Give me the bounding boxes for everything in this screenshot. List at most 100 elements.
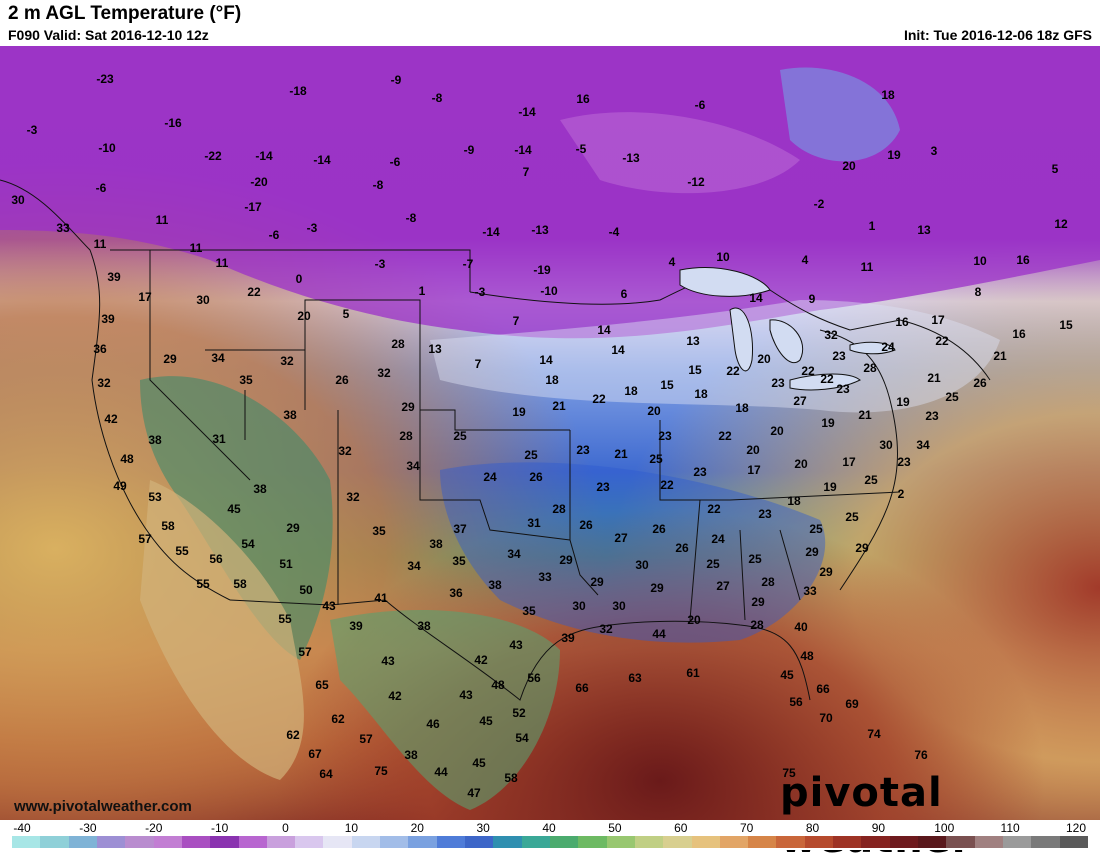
colorbar-swatch bbox=[493, 836, 522, 848]
temperature-label: 20 bbox=[687, 613, 701, 627]
colorbar-swatch bbox=[323, 836, 352, 848]
temperature-label: 30 bbox=[572, 599, 586, 613]
colorbar-tick-label: 0 bbox=[282, 821, 289, 835]
temperature-label: 26 bbox=[675, 541, 689, 555]
temperature-label: 22 bbox=[592, 392, 606, 406]
temperature-label: 22 bbox=[935, 334, 949, 348]
temperature-label: 23 bbox=[658, 429, 672, 443]
temperature-label: 11 bbox=[156, 213, 169, 227]
temperature-label: 52 bbox=[512, 706, 526, 720]
header: 2 m AGL Temperature (°F) F090 Valid: Sat… bbox=[0, 0, 1100, 46]
temperature-labels: -23-18-9-8 16 -618-3 -16-14-10-22 -14 -14 -6-9… bbox=[11, 72, 1073, 800]
temperature-label: 20 bbox=[647, 404, 661, 418]
valid-time-label: F090 Valid: Sat 2016-12-10 12z bbox=[8, 27, 209, 43]
colorbar-swatch bbox=[634, 836, 664, 848]
temperature-label: 5 bbox=[1052, 162, 1059, 176]
colorbar-swatch bbox=[606, 836, 635, 848]
website-link[interactable]: www.pivotalweather.com bbox=[14, 798, 192, 815]
temperature-label: 67 bbox=[308, 747, 322, 761]
temperature-label: 12 bbox=[1054, 217, 1068, 231]
temperature-label: 62 bbox=[331, 712, 345, 726]
temperature-label: -10 bbox=[540, 284, 558, 298]
temperature-label: 56 bbox=[527, 671, 541, 685]
temperature-label: 45 bbox=[472, 756, 486, 770]
temperature-label: 29 bbox=[650, 581, 664, 595]
temperature-label: 2 bbox=[898, 487, 905, 501]
temperature-label: 23 bbox=[925, 409, 939, 423]
temperature-label: 11 bbox=[94, 237, 107, 251]
temperature-label: 23 bbox=[576, 443, 590, 457]
temperature-label: 56 bbox=[209, 552, 223, 566]
temperature-label: 6 bbox=[621, 287, 628, 301]
temperature-label: 55 bbox=[175, 544, 189, 558]
temperature-label: 10 bbox=[973, 254, 987, 268]
temperature-label: 25 bbox=[649, 452, 663, 466]
temperature-label: 21 bbox=[552, 399, 566, 413]
temperature-label: 45 bbox=[780, 668, 794, 682]
colorbar-swatch bbox=[691, 836, 720, 848]
temperature-label: 20 bbox=[757, 352, 771, 366]
temperature-label: 17 bbox=[931, 313, 945, 327]
colorbar-swatch bbox=[436, 836, 465, 848]
temperature-label: 18 bbox=[787, 494, 801, 508]
temperature-label: 56 bbox=[789, 695, 803, 709]
temperature-label: -7 bbox=[463, 257, 474, 271]
temperature-label: 22 bbox=[718, 429, 732, 443]
temperature-label: 44 bbox=[652, 627, 666, 641]
temperature-label: 23 bbox=[832, 349, 846, 363]
temperature-label: 21 bbox=[927, 371, 941, 385]
colorbar-swatch bbox=[804, 836, 834, 848]
temperature-label: 30 bbox=[11, 193, 25, 207]
temperature-label: 35 bbox=[522, 604, 536, 618]
temperature-label: 30 bbox=[612, 599, 626, 613]
temperature-label: -6 bbox=[269, 228, 280, 242]
colorbar-tick-label: 20 bbox=[410, 821, 424, 835]
temperature-label: 13 bbox=[686, 334, 700, 348]
temperature-label: 39 bbox=[101, 312, 115, 326]
colorbar-tick-label: 90 bbox=[871, 821, 886, 835]
temperature-label: 18 bbox=[881, 88, 895, 102]
temperature-label: 39 bbox=[349, 619, 363, 633]
temperature-label: 21 bbox=[614, 447, 628, 461]
temperature-label: 15 bbox=[688, 363, 702, 377]
temperature-label: -5 bbox=[576, 142, 587, 156]
temperature-label: 25 bbox=[748, 552, 762, 566]
temperature-label: 66 bbox=[575, 681, 589, 695]
temperature-label: 33 bbox=[803, 584, 817, 598]
temperature-label: 16 bbox=[895, 315, 909, 329]
temperature-label: 35 bbox=[372, 524, 386, 538]
temperature-label: 14 bbox=[597, 323, 611, 337]
temperature-label: 34 bbox=[916, 438, 930, 452]
temperature-map: -23-18-9-8 16 -618-3 -16-14-10-22 -14 -14 -6-9… bbox=[0, 46, 1100, 820]
init-time-label: Init: Tue 2016-12-06 18z GFS bbox=[903, 27, 1092, 43]
colorbar-tick-label: 10 bbox=[344, 821, 359, 835]
temperature-label: -17 bbox=[244, 200, 262, 214]
temperature-label: 22 bbox=[707, 502, 721, 516]
temperature-label: 11 bbox=[216, 256, 229, 270]
temperature-label: 26 bbox=[529, 470, 543, 484]
colorbar-swatch bbox=[96, 836, 126, 848]
temperature-label: -2 bbox=[814, 197, 825, 211]
temperature-label: 18 bbox=[694, 387, 708, 401]
temperature-label: -19 bbox=[533, 263, 551, 277]
colorbar-swatch bbox=[295, 836, 324, 848]
temperature-label: 31 bbox=[212, 432, 226, 446]
colorbar-swatch bbox=[1031, 836, 1060, 848]
temperature-label: -8 bbox=[432, 91, 443, 105]
temperature-label: 51 bbox=[279, 557, 293, 571]
temperature-label: 23 bbox=[771, 376, 785, 390]
temperature-label: 28 bbox=[391, 337, 405, 351]
temperature-label: 15 bbox=[660, 378, 674, 392]
temperature-label: 58 bbox=[161, 519, 175, 533]
temperature-label: 32 bbox=[824, 328, 838, 342]
temperature-label: 45 bbox=[227, 502, 241, 516]
temperature-label: 53 bbox=[148, 490, 162, 504]
temperature-label: 8 bbox=[975, 285, 982, 299]
temperature-label: 75 bbox=[782, 766, 796, 780]
colorbar-tick-label: 60 bbox=[674, 821, 688, 835]
temperature-label: 41 bbox=[374, 591, 388, 605]
temperature-label: 11 bbox=[861, 260, 874, 274]
temperature-label: 57 bbox=[359, 732, 373, 746]
colorbar-swatch bbox=[351, 836, 381, 848]
temperature-label: 27 bbox=[793, 394, 807, 408]
